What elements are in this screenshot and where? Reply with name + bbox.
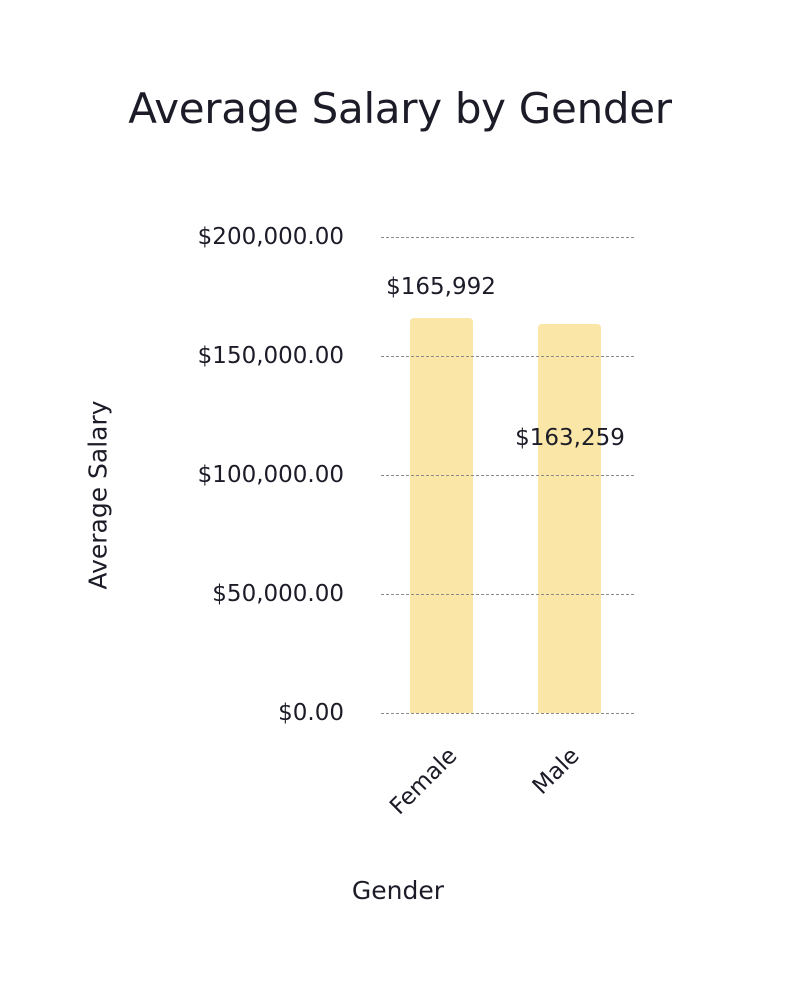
bar-male xyxy=(538,324,601,713)
x-tick-label: Male xyxy=(527,742,585,800)
x-tick-label: Female xyxy=(384,742,463,821)
gridline xyxy=(381,713,634,714)
gridline xyxy=(381,475,634,476)
y-tick-label: $0.00 xyxy=(278,700,344,726)
data-label: $163,259 xyxy=(515,425,625,451)
y-tick-label: $200,000.00 xyxy=(197,224,344,250)
y-tick-label: $100,000.00 xyxy=(197,462,344,488)
y-axis-label: Average Salary xyxy=(83,400,113,590)
bar-female xyxy=(410,317,473,713)
gridline xyxy=(381,594,634,595)
gridline xyxy=(381,237,634,238)
x-axis-label: Gender xyxy=(351,876,445,905)
chart-title: Average Salary by Gender xyxy=(128,84,672,133)
y-tick-label: $150,000.00 xyxy=(197,343,344,369)
gridline xyxy=(381,356,634,357)
y-tick-label: $50,000.00 xyxy=(212,581,344,607)
data-label: $165,992 xyxy=(386,274,496,300)
